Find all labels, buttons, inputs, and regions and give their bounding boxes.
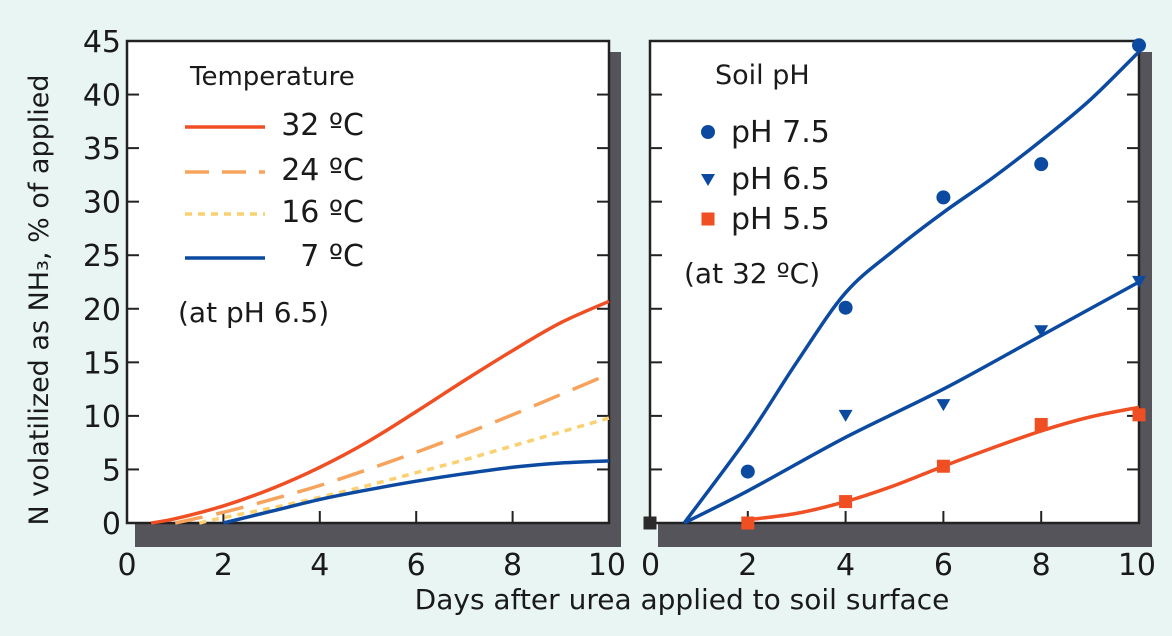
soil-ph-legend-title: Soil pH (715, 60, 810, 91)
temperature-lines (150, 299, 610, 525)
y-tick-label: 5 (102, 453, 121, 488)
data-point-1-2 (1034, 325, 1049, 338)
legend-marker-2 (701, 212, 715, 226)
soil-ph-panel: Soil pH (at 32 ºC) pH 7.5 pH 6.5 pH 5.5 (643, 38, 1152, 547)
temperature-x-tick-label: 6 (407, 548, 426, 583)
series-line-0 (150, 299, 610, 525)
series-line-2 (198, 416, 610, 525)
soil-ph-panel-frame (648, 39, 1141, 525)
fit-line-1 (683, 280, 1140, 525)
data-point-1-3 (1132, 275, 1146, 288)
legend-label-1: pH 6.5 (731, 162, 830, 197)
temperature-x-tick-label: 4 (310, 548, 329, 583)
fit-line-0 (682, 50, 1141, 525)
data-point-0-4 (1132, 38, 1146, 53)
temperature-legend: Temperature (at pH 6.5) 32 ºC 24 ºC 16 ºC 7… (178, 62, 364, 329)
soil-ph-x-tick-label: 8 (1032, 548, 1051, 583)
temperature-legend-title: Temperature (189, 62, 355, 92)
legend-marker-0 (701, 125, 715, 139)
legend-label-3: 7 ºC (300, 239, 364, 274)
data-point-2-1 (839, 495, 853, 509)
legend-label-0: 32 ºC (281, 108, 364, 143)
data-point-0-0 (740, 464, 755, 479)
y-tick-label: 25 (83, 239, 121, 274)
legend-marker-1 (701, 174, 715, 186)
temperature-x-tick-label: 2 (214, 548, 233, 583)
data-point-2-4 (1132, 408, 1146, 422)
temperature-x-tick-label: 8 (503, 548, 522, 583)
data-point-1-0 (838, 409, 853, 422)
temperature-x-tick-labels: 0 2 4 6 8 10 (117, 548, 626, 583)
y-tick-label: 30 (83, 186, 121, 221)
data-point-1-1 (936, 399, 951, 412)
origin-point (643, 516, 657, 530)
series-line-1 (174, 372, 610, 525)
y-tick-label: 20 (83, 293, 121, 328)
soil-ph-x-tick-labels: 0 2 4 6 8 10 (641, 548, 1156, 583)
temperature-legend-note: (at pH 6.5) (178, 296, 329, 329)
soil-ph-legend-note: (at 32 ºC) (684, 257, 820, 290)
series-line-3 (222, 459, 610, 525)
soil-ph-x-tick-label: 4 (836, 548, 855, 583)
temperature-panel: Temperature (at pH 6.5) 32 ºC 24 ºC 16 ºC 7… (125, 39, 621, 547)
y-axis-title: N volatilized as NH₃, % of applied (24, 74, 55, 525)
data-point-0-2 (936, 190, 951, 205)
data-point-2-2 (936, 459, 950, 473)
temperature-x-tick-label: 0 (117, 548, 136, 583)
soil-ph-points (643, 38, 1146, 530)
y-tick-label: 35 (83, 132, 121, 167)
legend-label-2: 16 ºC (281, 195, 364, 230)
soil-ph-legend: Soil pH (at 32 ºC) pH 7.5 pH 6.5 pH 5.5 (684, 60, 830, 290)
y-tick-label: 15 (83, 346, 121, 381)
soil-ph-x-tick-label: 0 (641, 548, 660, 583)
legend-label-0: pH 7.5 (731, 115, 830, 150)
data-point-0-1 (838, 300, 853, 315)
legend-label-2: pH 5.5 (731, 202, 830, 237)
legend-label-1: 24 ºC (281, 153, 364, 188)
data-point-2-3 (1034, 417, 1048, 431)
data-point-2-0 (741, 516, 755, 530)
y-axis-tick-labels: 0 5 10 15 20 25 30 35 40 45 (83, 25, 121, 542)
y-tick-label: 0 (102, 507, 121, 542)
temperature-x-tick-label: 10 (588, 548, 626, 583)
y-tick-label: 10 (83, 400, 121, 435)
soil-ph-x-tick-label: 2 (738, 548, 757, 583)
x-axis-title: Days after urea applied to soil surface (415, 583, 950, 616)
temperature-panel-frame (125, 39, 611, 525)
y-tick-label: 40 (83, 79, 121, 114)
temperature-axis-ticks (127, 93, 609, 523)
soil-ph-x-tick-label: 6 (934, 548, 953, 583)
data-point-0-3 (1034, 157, 1049, 172)
soil-ph-x-tick-label: 10 (1118, 548, 1156, 583)
y-tick-label: 45 (83, 25, 121, 60)
